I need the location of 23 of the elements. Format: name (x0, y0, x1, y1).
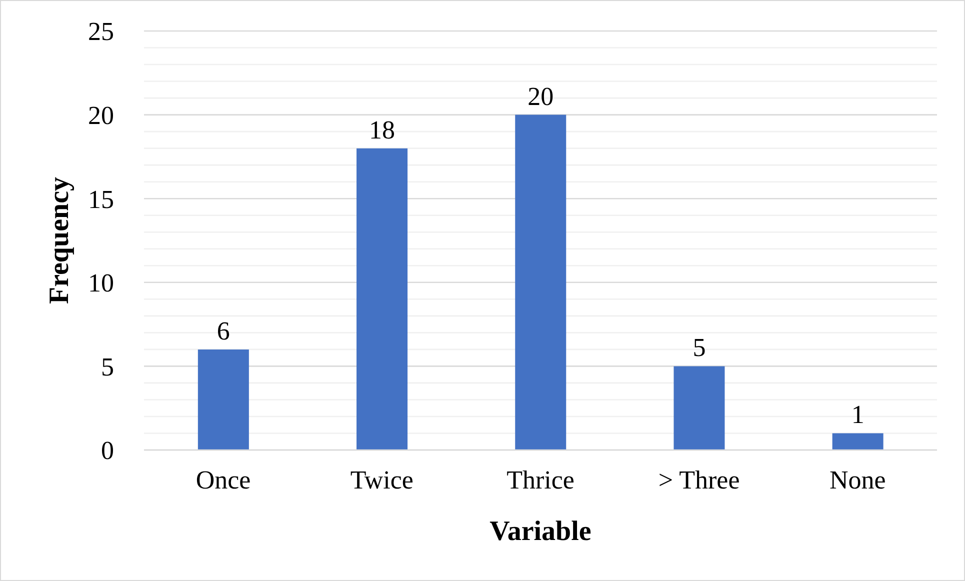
x-tick-label: Twice (350, 465, 414, 494)
x-tick-label: Thrice (506, 465, 574, 494)
bar (674, 366, 725, 450)
y-tick-label: 15 (88, 184, 114, 214)
bar (198, 349, 249, 450)
y-tick-label: 0 (101, 436, 114, 466)
data-label: 5 (692, 333, 706, 362)
y-tick-label: 10 (88, 268, 114, 298)
y-tick-label: 25 (88, 17, 114, 46)
data-label: 18 (369, 115, 396, 144)
bar (356, 148, 408, 450)
data-label: 6 (216, 316, 230, 346)
y-tick-label: 5 (101, 352, 114, 382)
y-tick-label: 20 (88, 101, 114, 130)
x-tick-label: None (830, 465, 886, 494)
x-axis-title: Variable (490, 516, 592, 547)
data-label: 20 (528, 82, 554, 111)
bar (832, 433, 884, 450)
bar (515, 114, 566, 450)
data-label: 1 (851, 400, 864, 430)
x-tick-label: > Three (658, 465, 740, 494)
y-axis-title: Frequency (44, 176, 75, 304)
x-tick-label: Once (196, 465, 251, 494)
